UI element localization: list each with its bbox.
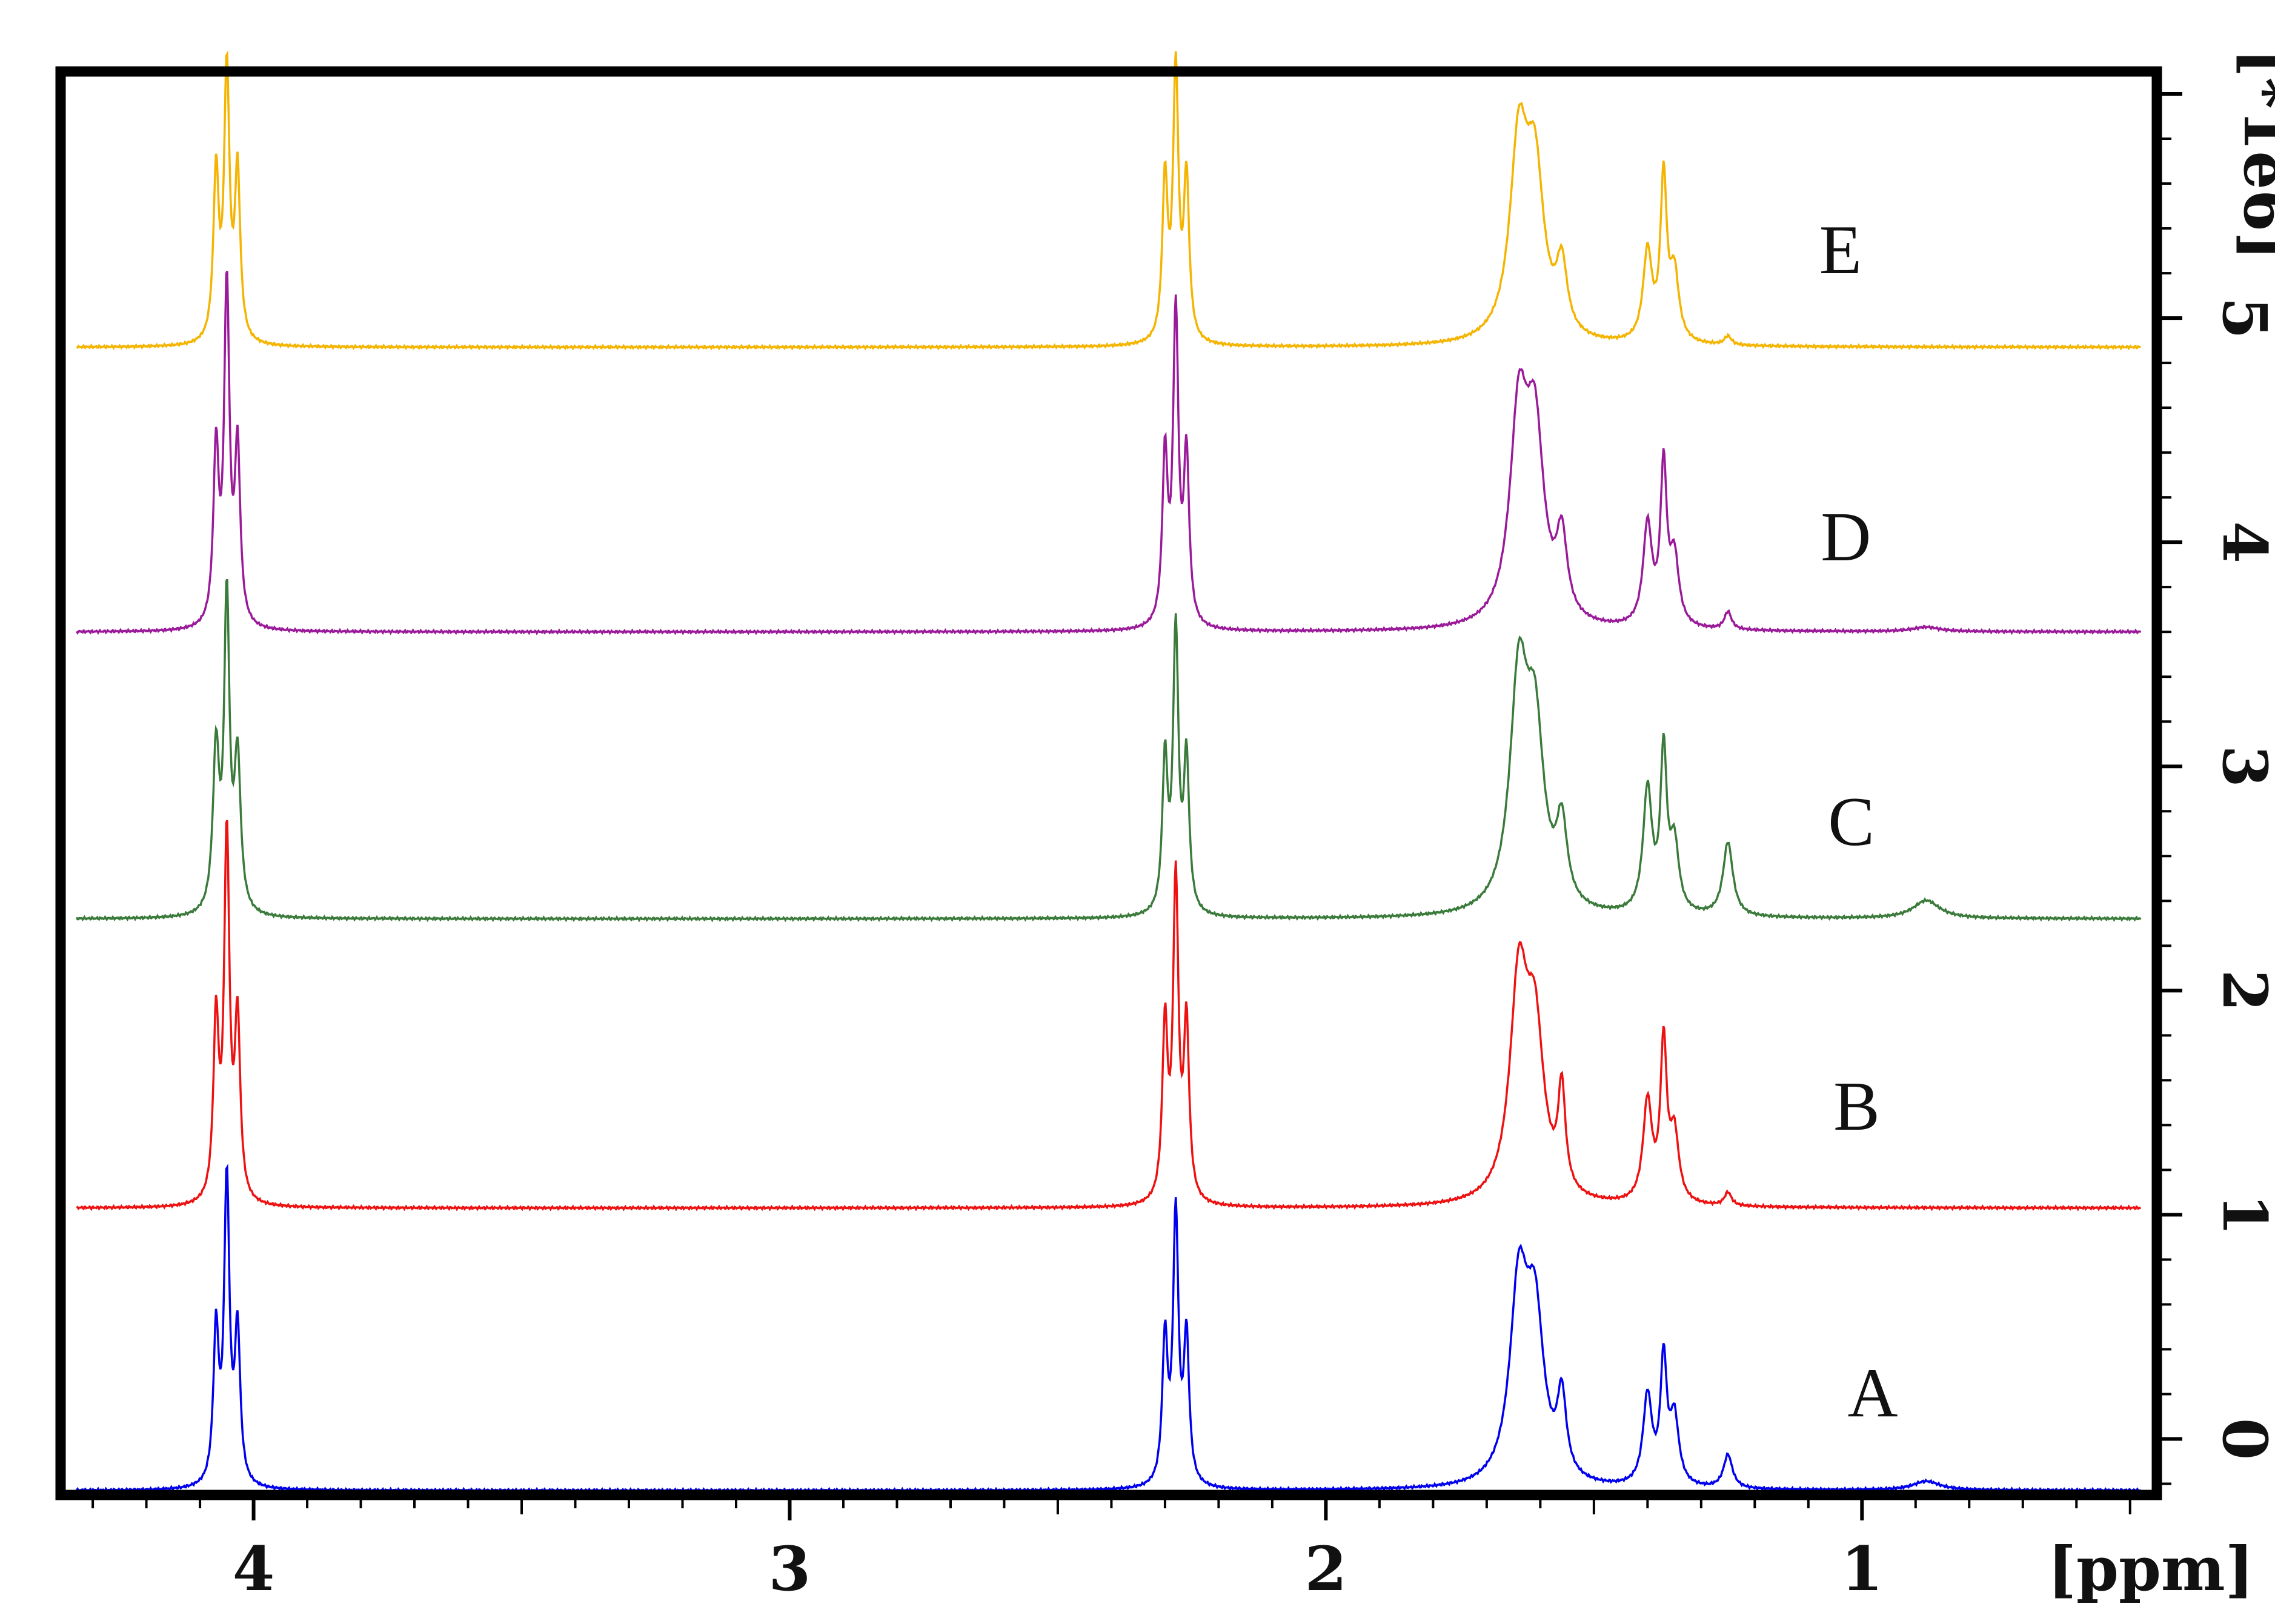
series-label-c: C — [1828, 783, 1875, 860]
series-label-b: B — [1833, 1068, 1880, 1145]
y-axis-label: [*1e6] — [2230, 48, 2275, 260]
y-tick-label: 5 — [2209, 297, 2275, 339]
series-label-layer: A B C D E — [1819, 211, 1898, 1431]
series-line-b — [76, 820, 2141, 1211]
series-line-e — [76, 50, 2141, 351]
series-label-d: D — [1821, 499, 1871, 575]
y-tick-label: 0 — [2209, 1418, 2275, 1460]
x-tick-label: 1 — [1841, 1533, 1884, 1605]
x-tick-label: 4 — [233, 1533, 275, 1605]
x-axis-label: [ppm] — [2048, 1533, 2254, 1605]
y-axis: 0 1 2 3 4 5 — [2162, 92, 2275, 1485]
series-line-c — [75, 578, 2142, 923]
plot-frame — [55, 66, 2162, 1500]
series-layer — [75, 50, 2142, 1494]
series-label-a: A — [1847, 1354, 1898, 1431]
y-tick-label: 2 — [2209, 970, 2275, 1012]
y-tick-label: 3 — [2209, 745, 2275, 787]
x-tick-label: 2 — [1305, 1533, 1347, 1605]
x-axis: 4 3 2 1 — [91, 1500, 2131, 1605]
y-tick-label: 1 — [2209, 1194, 2275, 1236]
x-tick-label: 3 — [769, 1533, 811, 1605]
series-line-d — [76, 270, 2142, 635]
y-tick-label: 4 — [2209, 521, 2275, 563]
series-label-e: E — [1819, 211, 1862, 288]
